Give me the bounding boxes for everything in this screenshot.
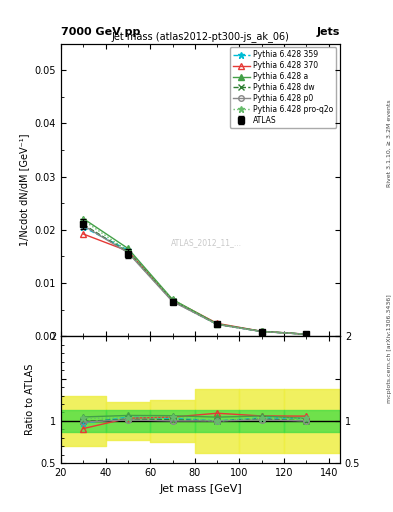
- Pythia 6.428 dw: [125, 249, 130, 255]
- Pythia 6.428 370: [259, 328, 264, 334]
- Pythia 6.428 a: [81, 216, 86, 222]
- Pythia 6.428 pro-q2o: [304, 331, 309, 337]
- Text: mcplots.cern.ch [arXiv:1306.3436]: mcplots.cern.ch [arXiv:1306.3436]: [387, 294, 392, 402]
- Pythia 6.428 p0: [215, 322, 220, 328]
- Pythia 6.428 a: [125, 245, 130, 251]
- Text: ATLAS_2012_11_...: ATLAS_2012_11_...: [171, 238, 242, 247]
- Pythia 6.428 dw: [259, 328, 264, 334]
- Pythia 6.428 dw: [81, 221, 86, 227]
- Pythia 6.428 359: [81, 224, 86, 230]
- Pythia 6.428 p0: [259, 329, 264, 335]
- Pythia 6.428 dw: [215, 322, 220, 328]
- Pythia 6.428 pro-q2o: [215, 322, 220, 328]
- Pythia 6.428 dw: [304, 331, 309, 337]
- Pythia 6.428 370: [304, 331, 309, 337]
- Pythia 6.428 370: [81, 231, 86, 237]
- Pythia 6.428 359: [259, 328, 264, 334]
- Pythia 6.428 pro-q2o: [125, 248, 130, 254]
- Pythia 6.428 p0: [125, 249, 130, 255]
- Y-axis label: Ratio to ATLAS: Ratio to ATLAS: [25, 364, 35, 435]
- Text: Rivet 3.1.10, ≥ 3.2M events: Rivet 3.1.10, ≥ 3.2M events: [387, 99, 392, 187]
- Text: Jets: Jets: [317, 27, 340, 37]
- Pythia 6.428 a: [304, 331, 309, 337]
- Pythia 6.428 359: [215, 322, 220, 328]
- Pythia 6.428 pro-q2o: [81, 217, 86, 223]
- Pythia 6.428 pro-q2o: [170, 297, 175, 303]
- Pythia 6.428 a: [215, 321, 220, 327]
- Legend: Pythia 6.428 359, Pythia 6.428 370, Pythia 6.428 a, Pythia 6.428 dw, Pythia 6.42: Pythia 6.428 359, Pythia 6.428 370, Pyth…: [230, 47, 336, 128]
- Pythia 6.428 p0: [304, 331, 309, 337]
- Pythia 6.428 359: [304, 331, 309, 337]
- Line: Pythia 6.428 359: Pythia 6.428 359: [80, 224, 310, 338]
- Y-axis label: 1/Ncdot dN/dM [GeV⁻¹]: 1/Ncdot dN/dM [GeV⁻¹]: [19, 134, 29, 246]
- Pythia 6.428 a: [259, 328, 264, 334]
- Pythia 6.428 370: [125, 248, 130, 254]
- Line: Pythia 6.428 pro-q2o: Pythia 6.428 pro-q2o: [80, 217, 310, 338]
- Pythia 6.428 370: [215, 321, 220, 327]
- Pythia 6.428 359: [125, 247, 130, 253]
- Text: 7000 GeV pp: 7000 GeV pp: [61, 27, 140, 37]
- Pythia 6.428 p0: [81, 222, 86, 228]
- Pythia 6.428 359: [170, 297, 175, 304]
- Pythia 6.428 pro-q2o: [259, 328, 264, 334]
- Line: Pythia 6.428 370: Pythia 6.428 370: [81, 231, 309, 337]
- Pythia 6.428 a: [170, 296, 175, 303]
- Pythia 6.428 370: [170, 297, 175, 303]
- X-axis label: Jet mass [GeV]: Jet mass [GeV]: [159, 484, 242, 494]
- Title: Jet mass (atlas2012-pt300-js_ak_06): Jet mass (atlas2012-pt300-js_ak_06): [112, 31, 289, 42]
- Pythia 6.428 p0: [170, 298, 175, 305]
- Line: Pythia 6.428 a: Pythia 6.428 a: [81, 216, 309, 337]
- Pythia 6.428 dw: [170, 298, 175, 304]
- Line: Pythia 6.428 p0: Pythia 6.428 p0: [81, 223, 309, 337]
- Line: Pythia 6.428 dw: Pythia 6.428 dw: [81, 222, 309, 337]
